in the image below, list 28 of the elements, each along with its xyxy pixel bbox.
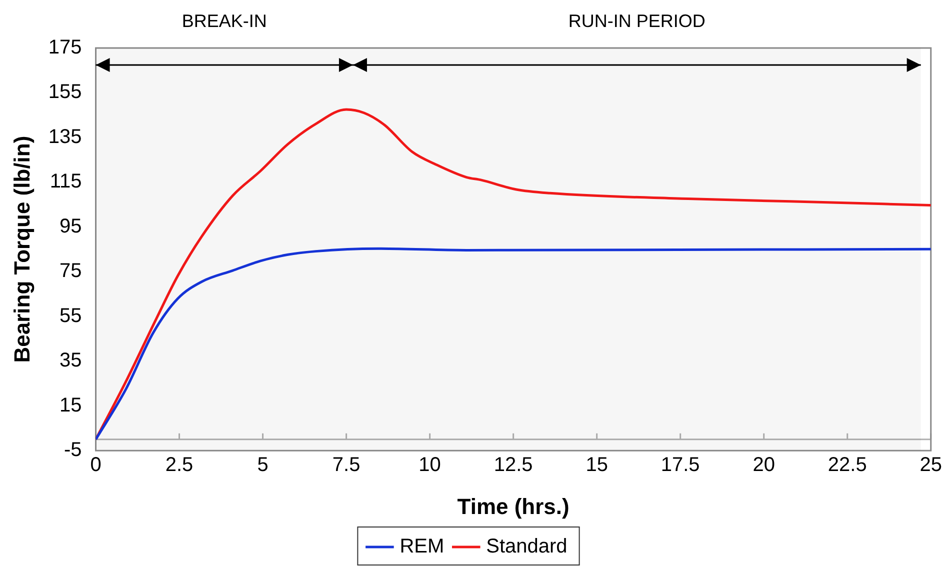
band-label: BREAK-IN <box>182 10 267 31</box>
x-tick-label: 15 <box>586 454 608 476</box>
y-tick-label: 95 <box>60 215 82 238</box>
legend-label: REM <box>400 536 444 558</box>
x-axis-title: Time (hrs.) <box>457 494 570 519</box>
x-tick-label: 10 <box>418 454 441 476</box>
y-axis-title: Bearing Torque (lb/in) <box>9 136 34 363</box>
y-tick-label: -5 <box>64 439 82 462</box>
y-tick-label: 175 <box>48 36 82 59</box>
y-tick-label: 55 <box>60 304 82 327</box>
y-tick-label: 75 <box>60 260 82 282</box>
x-tick-label: 22.5 <box>828 454 867 476</box>
x-tick-label: 20 <box>752 454 775 476</box>
y-tick-label: 115 <box>50 170 82 193</box>
x-tick-label: 12.5 <box>494 454 533 476</box>
x-tick-label: 17.5 <box>660 454 700 476</box>
legend-label: Standard <box>486 536 568 558</box>
y-tick-label: 35 <box>60 350 82 372</box>
y-tick-label: 135 <box>48 126 82 148</box>
x-tick-label: 7.5 <box>332 454 360 476</box>
x-tick-label: 0 <box>90 454 102 476</box>
x-tick-label: 5 <box>257 454 268 476</box>
band-label: RUN-IN PERIOD <box>568 10 706 31</box>
x-tick-label: 2.5 <box>165 454 194 476</box>
line-series <box>96 247 931 441</box>
y-tick-label: 155 <box>48 81 82 104</box>
y-tick-label: 15 <box>60 394 82 416</box>
x-tick-label: 25 <box>920 454 942 476</box>
